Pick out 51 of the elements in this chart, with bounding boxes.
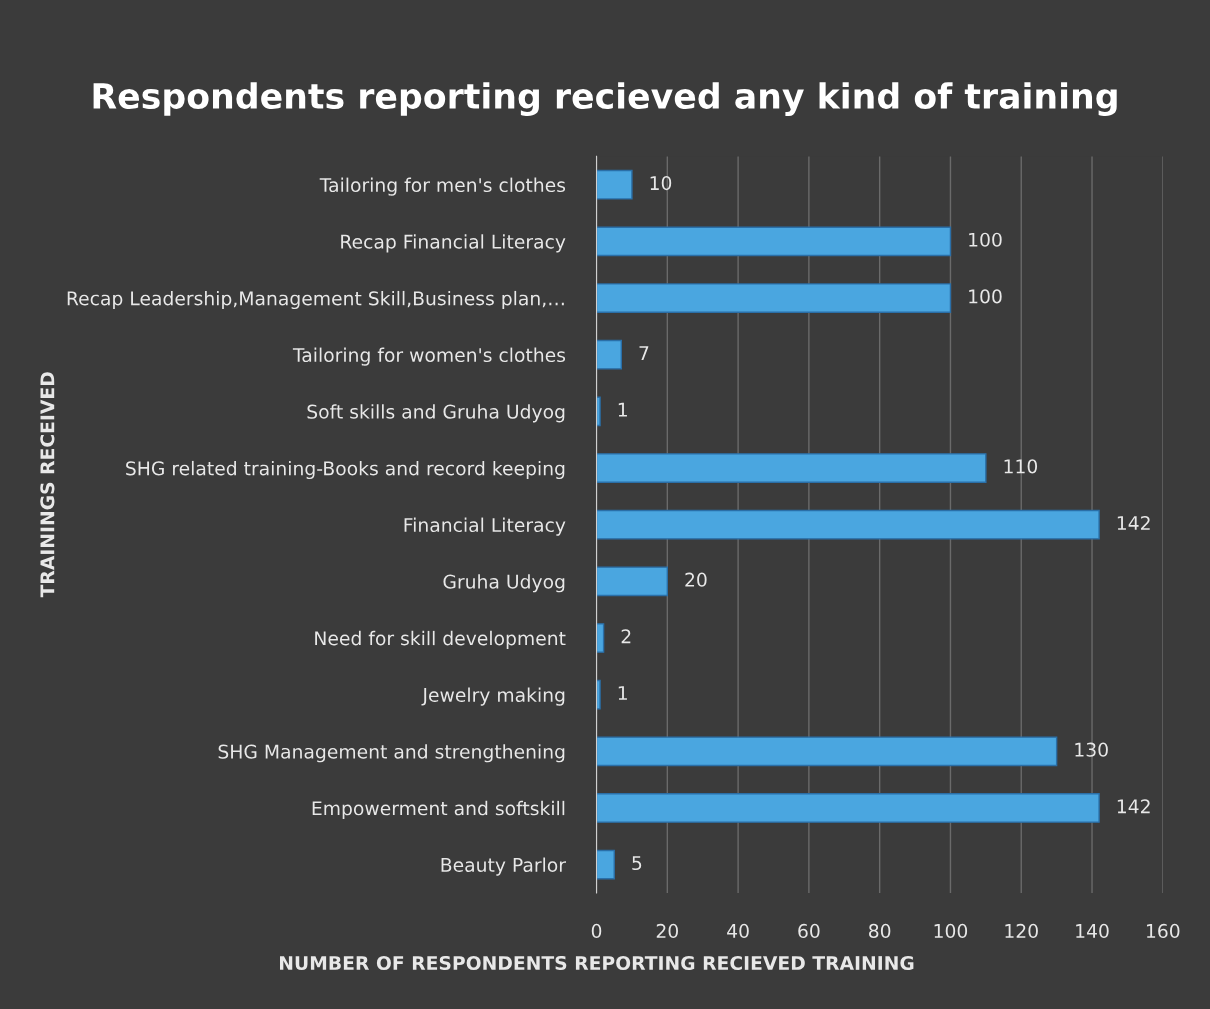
y-tick-label: Financial Literacy <box>404 517 566 536</box>
data-label: 5 <box>632 856 642 871</box>
data-label: 100 <box>969 232 1002 247</box>
data-label: 142 <box>1117 515 1150 530</box>
y-tick-label: Tailoring for men's clothes <box>319 177 566 196</box>
bar <box>596 453 987 483</box>
data-label: 20 <box>685 572 707 587</box>
bar <box>596 679 601 710</box>
data-label: 110 <box>1004 459 1038 474</box>
bar <box>596 793 1100 823</box>
y-tick-label: Gruha Udyog <box>443 574 565 593</box>
data-label: 130 <box>1075 742 1108 757</box>
y-tick-label: SHG Management and strengthening <box>218 744 565 763</box>
x-axis-title: NUMBER OF RESPONDENTS REPORTING RECIEVED TRAINING <box>280 955 914 971</box>
y-tick-label: Need for skill development <box>315 630 566 650</box>
data-label: 1 <box>618 402 627 417</box>
y-tick-label: Jewelry making <box>421 687 565 706</box>
x-tick-label: 80 <box>869 923 891 939</box>
bar <box>596 339 622 370</box>
y-tick-label: Empowerment and softskill <box>312 800 565 819</box>
bar <box>596 623 605 653</box>
bar <box>596 849 615 880</box>
x-tick-label: 40 <box>727 923 749 939</box>
x-tick-label: 0 <box>591 923 602 939</box>
y-tick-label: Tailoring for women's clothes <box>292 347 566 366</box>
x-tick-label: 60 <box>798 923 820 939</box>
y-tick-label: Soft skills and Gruha Udyog <box>307 404 565 423</box>
bar <box>596 283 952 313</box>
x-tick-label: 140 <box>1076 923 1109 939</box>
x-tick-label: 160 <box>1146 923 1180 939</box>
bar <box>596 396 601 427</box>
bar <box>596 169 633 200</box>
chart-title: Respondents reporting recieved any kind of training <box>93 82 1117 117</box>
data-label: 1 <box>618 686 627 700</box>
bar <box>596 566 669 597</box>
data-label: 100 <box>969 289 1002 304</box>
y-tick-label: Recap Leadership,Management Skill,Business plan,… <box>67 290 564 310</box>
y-tick-label: Recap Financial Literacy <box>341 234 566 253</box>
x-tick-label: 100 <box>934 923 968 939</box>
x-tick-label: 20 <box>656 923 678 939</box>
data-label: 142 <box>1117 799 1150 814</box>
bar <box>596 509 1100 540</box>
data-label: 2 <box>621 629 631 644</box>
x-tick-label: 120 <box>1005 923 1038 939</box>
bar <box>596 736 1058 767</box>
data-label: 7 <box>639 346 649 360</box>
bar <box>596 226 952 257</box>
data-label: 10 <box>650 175 672 191</box>
y-axis-title: TRAININGS RECEIVED <box>40 372 55 598</box>
y-tick-label: SHG related training-Books and record keeping <box>126 460 565 480</box>
y-tick-label: Beauty Parlor <box>441 857 566 876</box>
